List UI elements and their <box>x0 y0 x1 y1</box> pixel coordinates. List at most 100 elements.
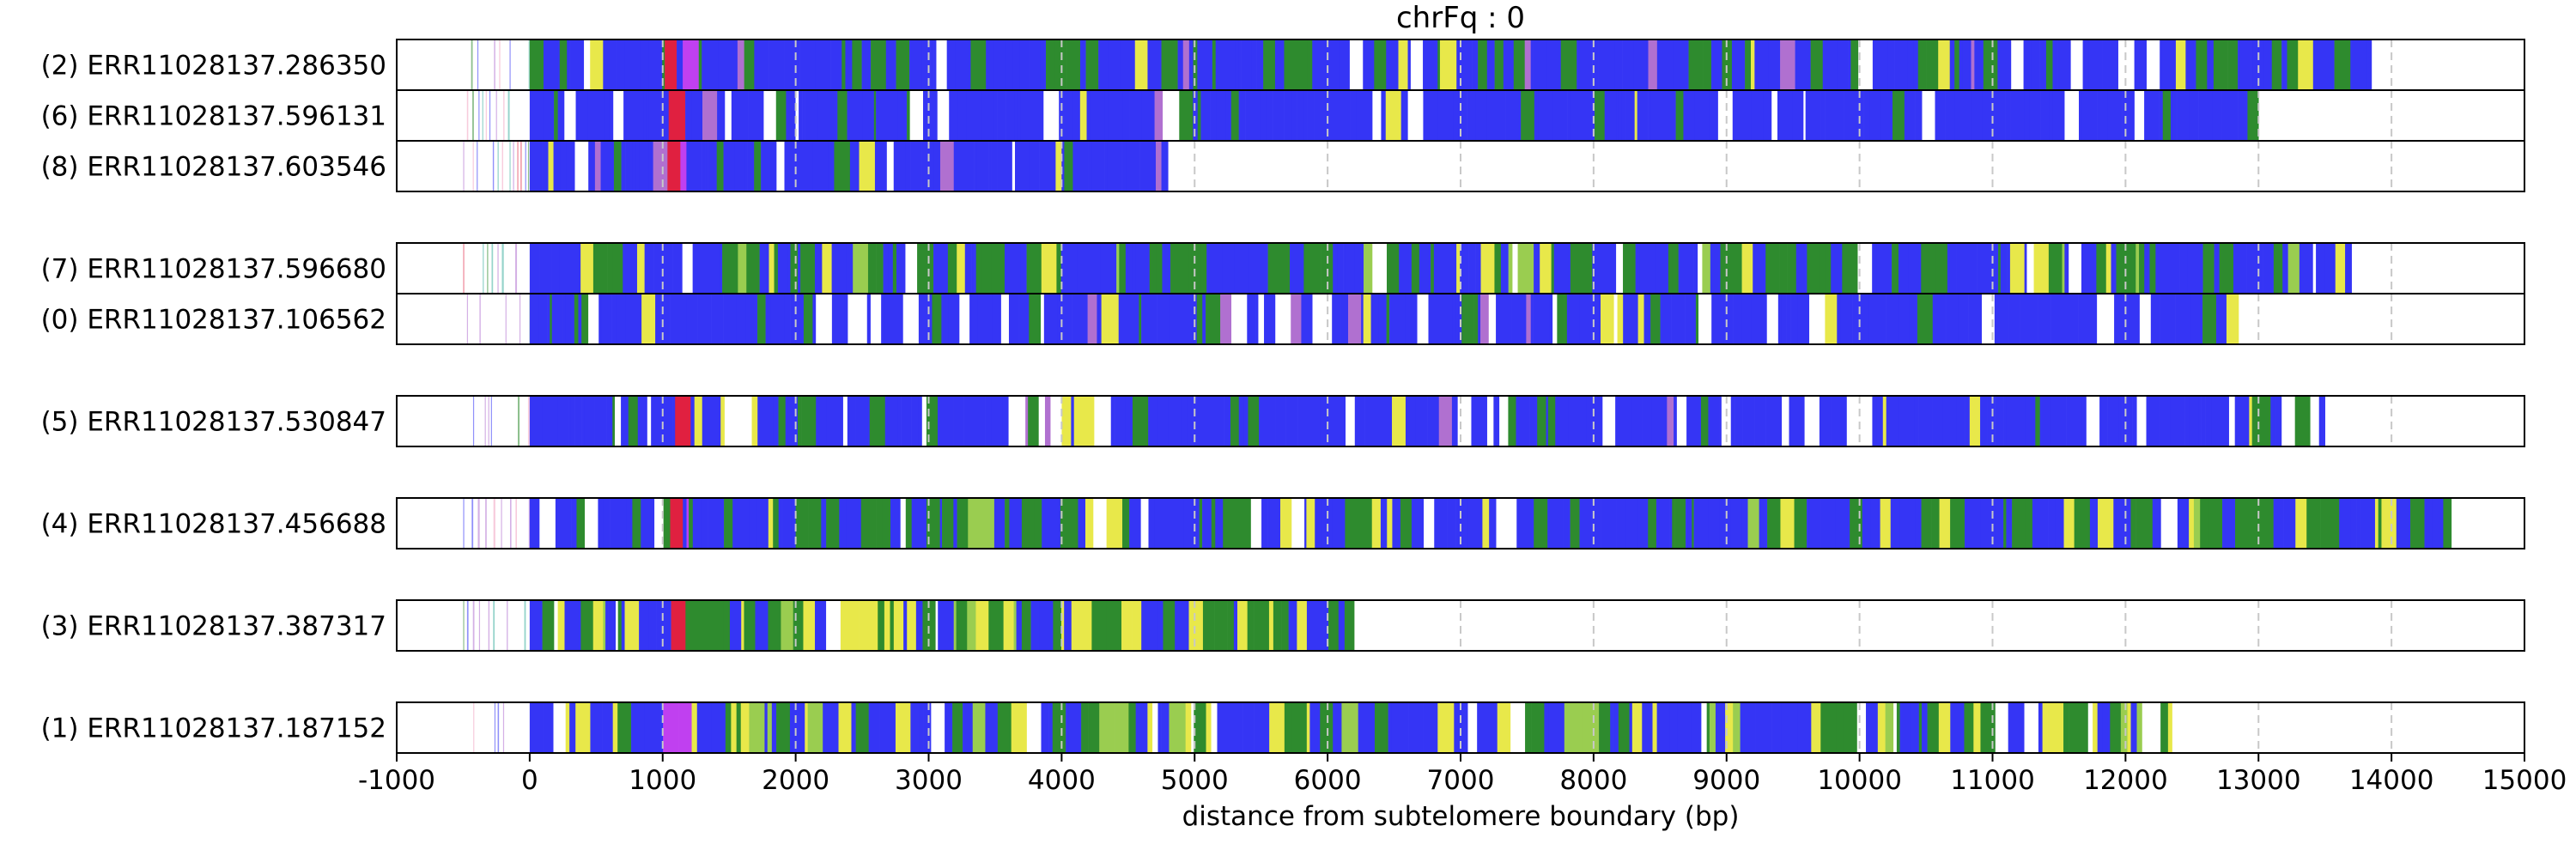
segment <box>524 600 526 651</box>
segment <box>1238 90 1242 141</box>
segment <box>1876 243 1893 294</box>
segment <box>1230 396 1240 446</box>
segment <box>1139 294 1142 344</box>
segment <box>2119 90 2123 141</box>
segment <box>1637 90 1649 141</box>
segment <box>1039 600 1054 651</box>
segment <box>1583 702 1600 753</box>
segment <box>1211 702 1218 753</box>
segment <box>1115 702 1129 753</box>
segment <box>1656 243 1669 294</box>
segment <box>1777 90 1793 141</box>
segment <box>773 396 779 446</box>
segment <box>1041 702 1049 753</box>
segment <box>1807 498 1821 549</box>
segment <box>1577 39 1593 90</box>
segment <box>2257 396 2271 446</box>
segment <box>1431 243 1435 294</box>
segment <box>515 243 518 294</box>
segment <box>876 498 884 549</box>
segment <box>1949 39 1955 90</box>
segment <box>2074 498 2079 549</box>
segment <box>1323 600 1329 651</box>
segment <box>2097 294 2103 344</box>
segment <box>1887 39 1895 90</box>
segment <box>1575 90 1589 141</box>
segment <box>553 141 561 191</box>
segment <box>2263 39 2273 90</box>
segment <box>672 396 676 446</box>
segment <box>1872 39 1888 90</box>
segment <box>741 600 744 651</box>
segment <box>2122 90 2136 141</box>
segment <box>1306 498 1315 549</box>
segment <box>1594 294 1601 344</box>
segment <box>1643 294 1651 344</box>
segment <box>878 600 885 651</box>
segment <box>1087 294 1097 344</box>
segment <box>1725 702 1729 753</box>
segment <box>654 498 664 549</box>
segment <box>1439 39 1457 90</box>
segment <box>935 600 939 651</box>
segment <box>493 600 495 651</box>
segment <box>1759 498 1768 549</box>
segment <box>1935 90 1946 141</box>
segment <box>784 39 800 90</box>
segment <box>1251 39 1257 90</box>
segment <box>1241 39 1252 90</box>
segment <box>564 600 581 651</box>
segment <box>1706 702 1710 753</box>
segment <box>754 141 762 191</box>
segment <box>1437 702 1455 753</box>
segment <box>775 90 787 141</box>
segment <box>1610 243 1617 294</box>
segment <box>1473 294 1479 344</box>
read-label: (3) ERR11028137.387317 <box>41 611 386 642</box>
segment <box>502 702 505 753</box>
segment <box>826 396 844 446</box>
segment <box>1771 702 1782 753</box>
segment <box>1872 243 1877 294</box>
segment <box>963 702 974 753</box>
segment <box>574 294 579 344</box>
segment <box>1754 396 1766 446</box>
segment <box>598 498 605 549</box>
segment <box>2033 243 2050 294</box>
segment <box>529 294 539 344</box>
segment <box>1370 294 1380 344</box>
segment <box>594 141 601 191</box>
segment <box>1968 294 1983 344</box>
segment <box>1882 396 1887 446</box>
segment <box>2200 498 2208 549</box>
segment <box>1312 39 1327 90</box>
segment <box>509 39 511 90</box>
segment <box>463 141 465 191</box>
segment <box>905 141 911 191</box>
segment <box>1917 294 1934 344</box>
segment <box>1964 702 1974 753</box>
segment <box>2246 243 2263 294</box>
segment <box>970 39 987 90</box>
segment <box>1461 702 1468 753</box>
segment <box>1041 243 1057 294</box>
segment <box>2360 498 2376 549</box>
segment <box>953 141 963 191</box>
segment <box>803 294 813 344</box>
segment <box>767 702 773 753</box>
segment <box>1437 39 1441 90</box>
segment <box>957 498 969 549</box>
segment <box>736 702 742 753</box>
segment <box>2201 396 2206 446</box>
segment <box>852 39 862 90</box>
segment <box>1072 90 1081 141</box>
segment <box>1803 90 1806 141</box>
segment <box>1297 396 1308 446</box>
segment <box>1529 396 1538 446</box>
segment <box>1320 396 1334 446</box>
segment <box>2316 243 2326 294</box>
segment <box>853 243 869 294</box>
segment <box>528 39 530 90</box>
segment <box>798 141 813 191</box>
segment <box>1177 39 1184 90</box>
